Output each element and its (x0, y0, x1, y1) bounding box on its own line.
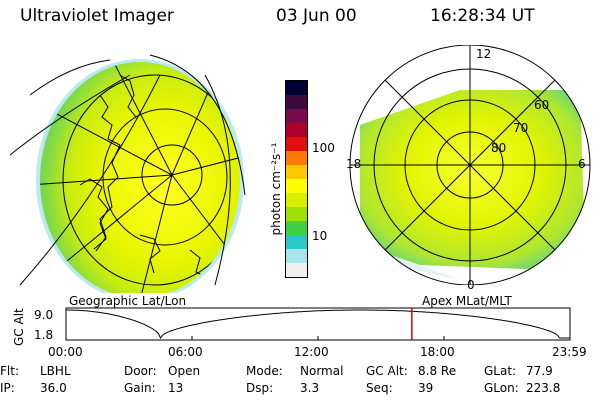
info-key: Seq: (366, 381, 393, 395)
left-panel-label: Geographic Lat/Lon (69, 294, 187, 308)
colorbar-band (286, 207, 307, 221)
info-value: 77.9 (526, 364, 553, 378)
header-date: 03 Jun 00 (276, 6, 357, 26)
info-value: LBHL (40, 364, 71, 378)
altitude-xtick-2359: 23:59 (552, 345, 587, 359)
right-panel-label: Apex MLat/MLT (422, 294, 512, 308)
altitude-curve (66, 309, 570, 339)
colorbar-band (286, 81, 307, 95)
lat-label-70: 70 (513, 121, 529, 135)
info-value: 3.3 (300, 381, 320, 395)
mlt-label-6: 6 (578, 157, 586, 171)
colorbar-band (286, 109, 307, 123)
info-key: Dsp: (246, 381, 274, 395)
geographic-image (9, 54, 246, 293)
info-value: 223.8 (526, 381, 561, 395)
lat-label-60: 60 (534, 98, 550, 112)
page-title: Ultraviolet Imager (20, 6, 174, 26)
colorbar-tick-100: 100 (312, 141, 335, 155)
colorbar-band (286, 249, 307, 263)
colorbar-band (286, 151, 307, 165)
info-key: GLat: (484, 364, 517, 378)
colorbar-band (286, 221, 307, 235)
info-value: Normal (300, 364, 344, 378)
colorbar-band (286, 165, 307, 179)
info-key: Gain: (124, 381, 156, 395)
info-value: 36.0 (40, 381, 67, 395)
altitude-xtick-0600: 06:00 (168, 345, 203, 359)
altitude-plot-frame (65, 307, 571, 341)
altitude-ylabel: GC Alt (12, 308, 26, 346)
info-value: 8.8 Re (418, 364, 457, 378)
altitude-ytick-1.8: 1.8 (34, 328, 54, 342)
apex-image (349, 45, 591, 285)
colorbar-band (286, 137, 307, 151)
info-value: 13 (168, 381, 184, 395)
info-row-2: IP: 36.0 Gain: 13 Dsp: 3.3 Seq: 39 GLon: 223.8 (0, 381, 600, 397)
colorbar-band (286, 179, 307, 193)
info-key: Mode: (246, 364, 283, 378)
info-key: IP: (0, 381, 15, 395)
info-key: Door: (124, 364, 157, 378)
altitude-xtick-0000: 00:00 (48, 345, 83, 359)
colorbar (285, 80, 308, 278)
info-key: GC Alt: (366, 364, 408, 378)
mlt-label-18: 18 (346, 157, 362, 171)
mlt-label-0: 0 (467, 278, 475, 292)
altitude-xtick-1800: 18:00 (420, 345, 455, 359)
lat-label-80: 80 (491, 141, 507, 155)
header-time: 16:28:34 UT (430, 6, 535, 26)
colorbar-band (286, 193, 307, 207)
colorbar-band (286, 235, 307, 249)
colorbar-band (286, 95, 307, 109)
colorbar-band (286, 263, 307, 277)
info-key: Flt: (0, 364, 19, 378)
info-value: Open (168, 364, 201, 378)
info-value: 39 (418, 381, 434, 395)
info-key: GLon: (484, 381, 519, 395)
altitude-ytick-9: 9.0 (34, 308, 54, 322)
colorbar-tick-10: 10 (312, 229, 328, 243)
altitude-xtick-1200: 12:00 (294, 345, 329, 359)
colorbar-band (286, 123, 307, 137)
info-row-1: Flt: LBHL Door: Open Mode: Normal GC Alt: 8.8 R… (0, 364, 600, 380)
mlt-label-12: 12 (476, 47, 492, 61)
